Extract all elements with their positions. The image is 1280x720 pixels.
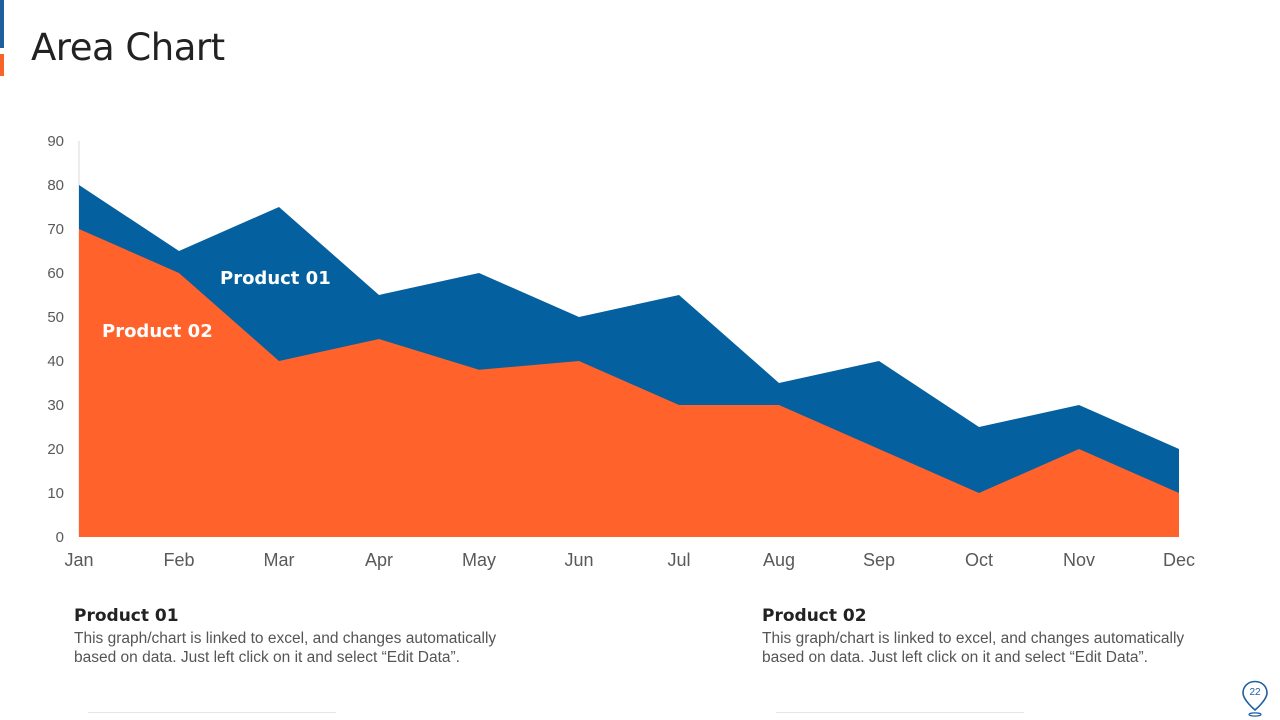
x-tick-label: Nov <box>1063 550 1095 570</box>
product-02-description-line-1: This graph/chart is linked to excel, and… <box>762 630 1185 647</box>
x-tick-label: Sep <box>863 550 895 570</box>
product-02-description-line-2: based on data. Just left click on it and… <box>762 649 1148 666</box>
product-01-description-text: This graph/chart is linked to excel, and… <box>74 629 524 667</box>
y-axis-tick-labels: 0 10 20 30 40 50 60 70 80 90 <box>47 133 64 546</box>
y-tick-label: 20 <box>47 441 64 458</box>
y-tick-label: 30 <box>47 397 64 414</box>
page-title: Area Chart <box>31 26 225 69</box>
x-tick-label: Jun <box>564 550 593 570</box>
product-01-description-line-2: based on data. Just left click on it and… <box>74 649 460 666</box>
bottom-divider-right <box>776 712 1024 713</box>
area-product-02[interactable] <box>79 229 1179 537</box>
y-tick-label: 50 <box>47 309 64 326</box>
x-tick-label: Jul <box>667 550 690 570</box>
series-label-product-02: Product 02 <box>102 321 213 342</box>
product-02-description-text: This graph/chart is linked to excel, and… <box>762 629 1212 667</box>
product-01-description-line-1: This graph/chart is linked to excel, and… <box>74 630 497 647</box>
y-tick-label: 80 <box>47 177 64 194</box>
y-tick-label: 0 <box>56 529 64 546</box>
page-number: 22 <box>1249 687 1261 698</box>
y-tick-label: 90 <box>47 133 64 150</box>
x-tick-label: Jan <box>64 550 93 570</box>
y-tick-label: 40 <box>47 353 64 370</box>
series-labels: Product 01 Product 02 <box>102 268 331 342</box>
page-number-badge: 22 <box>1241 680 1269 718</box>
x-tick-label: Aug <box>763 550 795 570</box>
y-tick-label: 70 <box>47 221 64 238</box>
product-01-description-title: Product 01 <box>74 606 179 626</box>
x-tick-label: Oct <box>965 550 993 570</box>
title-accent-bar-orange <box>0 54 4 76</box>
x-tick-label: Mar <box>264 550 295 570</box>
y-tick-label: 60 <box>47 265 64 282</box>
x-tick-label: Dec <box>1163 550 1195 570</box>
x-tick-label: May <box>462 550 496 570</box>
area-chart[interactable]: 0 10 20 30 40 50 60 70 80 90 Jan Feb Mar Apr May Jun Ju… <box>0 0 1280 600</box>
product-02-description-title: Product 02 <box>762 606 867 626</box>
bottom-divider-left <box>88 712 336 713</box>
x-tick-label: Feb <box>163 550 194 570</box>
x-tick-label: Apr <box>365 550 393 570</box>
title-accent-bar-blue <box>0 0 4 48</box>
series-label-product-01: Product 01 <box>220 268 331 289</box>
product-01-description: Product 01 This graph/chart is linked to… <box>74 604 524 667</box>
product-02-description: Product 02 This graph/chart is linked to… <box>762 604 1212 667</box>
x-axis-tick-labels: Jan Feb Mar Apr May Jun Jul Aug Sep Oct Nov Dec <box>64 550 1195 570</box>
map-pin-icon <box>1242 680 1268 717</box>
y-tick-label: 10 <box>47 485 64 502</box>
